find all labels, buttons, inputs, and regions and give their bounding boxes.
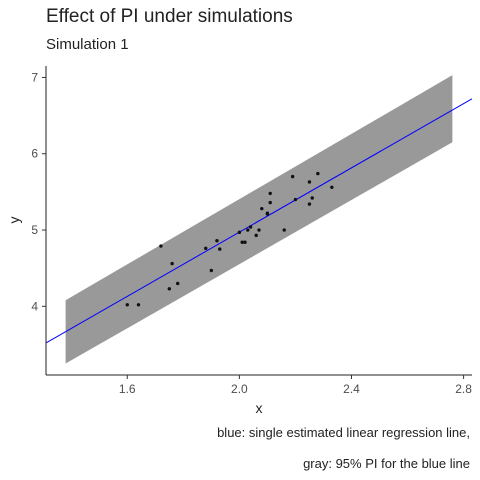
data-point xyxy=(257,228,261,232)
data-point xyxy=(170,261,174,266)
data-point xyxy=(330,185,334,190)
data-points-layer xyxy=(125,171,334,307)
data-point xyxy=(125,303,129,307)
data-point xyxy=(159,244,163,248)
data-point xyxy=(136,303,141,307)
data-point xyxy=(310,196,314,200)
data-point xyxy=(290,174,295,179)
data-point xyxy=(237,230,242,235)
regression-line-layer xyxy=(45,98,473,344)
data-point xyxy=(240,240,244,244)
axes-layer: 1.6 2.0 2.4 2.8 4 5 6 7 xyxy=(31,66,472,396)
chart-title: Effect of PI under simulations xyxy=(46,6,293,27)
y-tick-label: 4 xyxy=(31,299,38,313)
data-point xyxy=(204,246,208,251)
data-point xyxy=(176,281,180,286)
data-point xyxy=(246,228,250,232)
data-point xyxy=(243,240,247,244)
prediction-interval-band xyxy=(65,75,453,364)
data-point xyxy=(293,197,298,202)
data-point xyxy=(268,200,272,205)
y-axis-title: y xyxy=(6,217,22,224)
data-point xyxy=(215,239,219,243)
data-point xyxy=(209,268,214,273)
data-point xyxy=(260,206,264,211)
data-point xyxy=(254,233,258,238)
data-point xyxy=(167,287,172,291)
chart-subtitle: Simulation 1 xyxy=(46,36,129,53)
x-tick-label: 2.8 xyxy=(455,382,472,396)
x-axis-title: x xyxy=(256,400,263,416)
x-tick-label: 1.6 xyxy=(119,382,136,396)
data-point xyxy=(307,202,312,206)
prediction-interval-layer xyxy=(65,75,453,364)
y-tick-label: 7 xyxy=(31,70,38,84)
caption-gray-band: gray: 95% PI for the blue line xyxy=(303,456,470,471)
data-point xyxy=(248,225,253,229)
data-point xyxy=(316,171,320,176)
caption-blue-line: blue: single estimated linear regression… xyxy=(217,425,470,440)
data-point xyxy=(265,211,270,215)
y-tick-label: 6 xyxy=(31,147,38,161)
x-tick-label: 2.4 xyxy=(343,382,360,396)
y-tick-label: 5 xyxy=(31,223,38,237)
x-tick-label: 2.0 xyxy=(231,382,248,396)
data-point xyxy=(282,228,286,232)
data-point xyxy=(218,247,222,251)
data-point xyxy=(307,180,312,184)
data-point xyxy=(268,191,272,196)
regression-line xyxy=(45,98,473,344)
